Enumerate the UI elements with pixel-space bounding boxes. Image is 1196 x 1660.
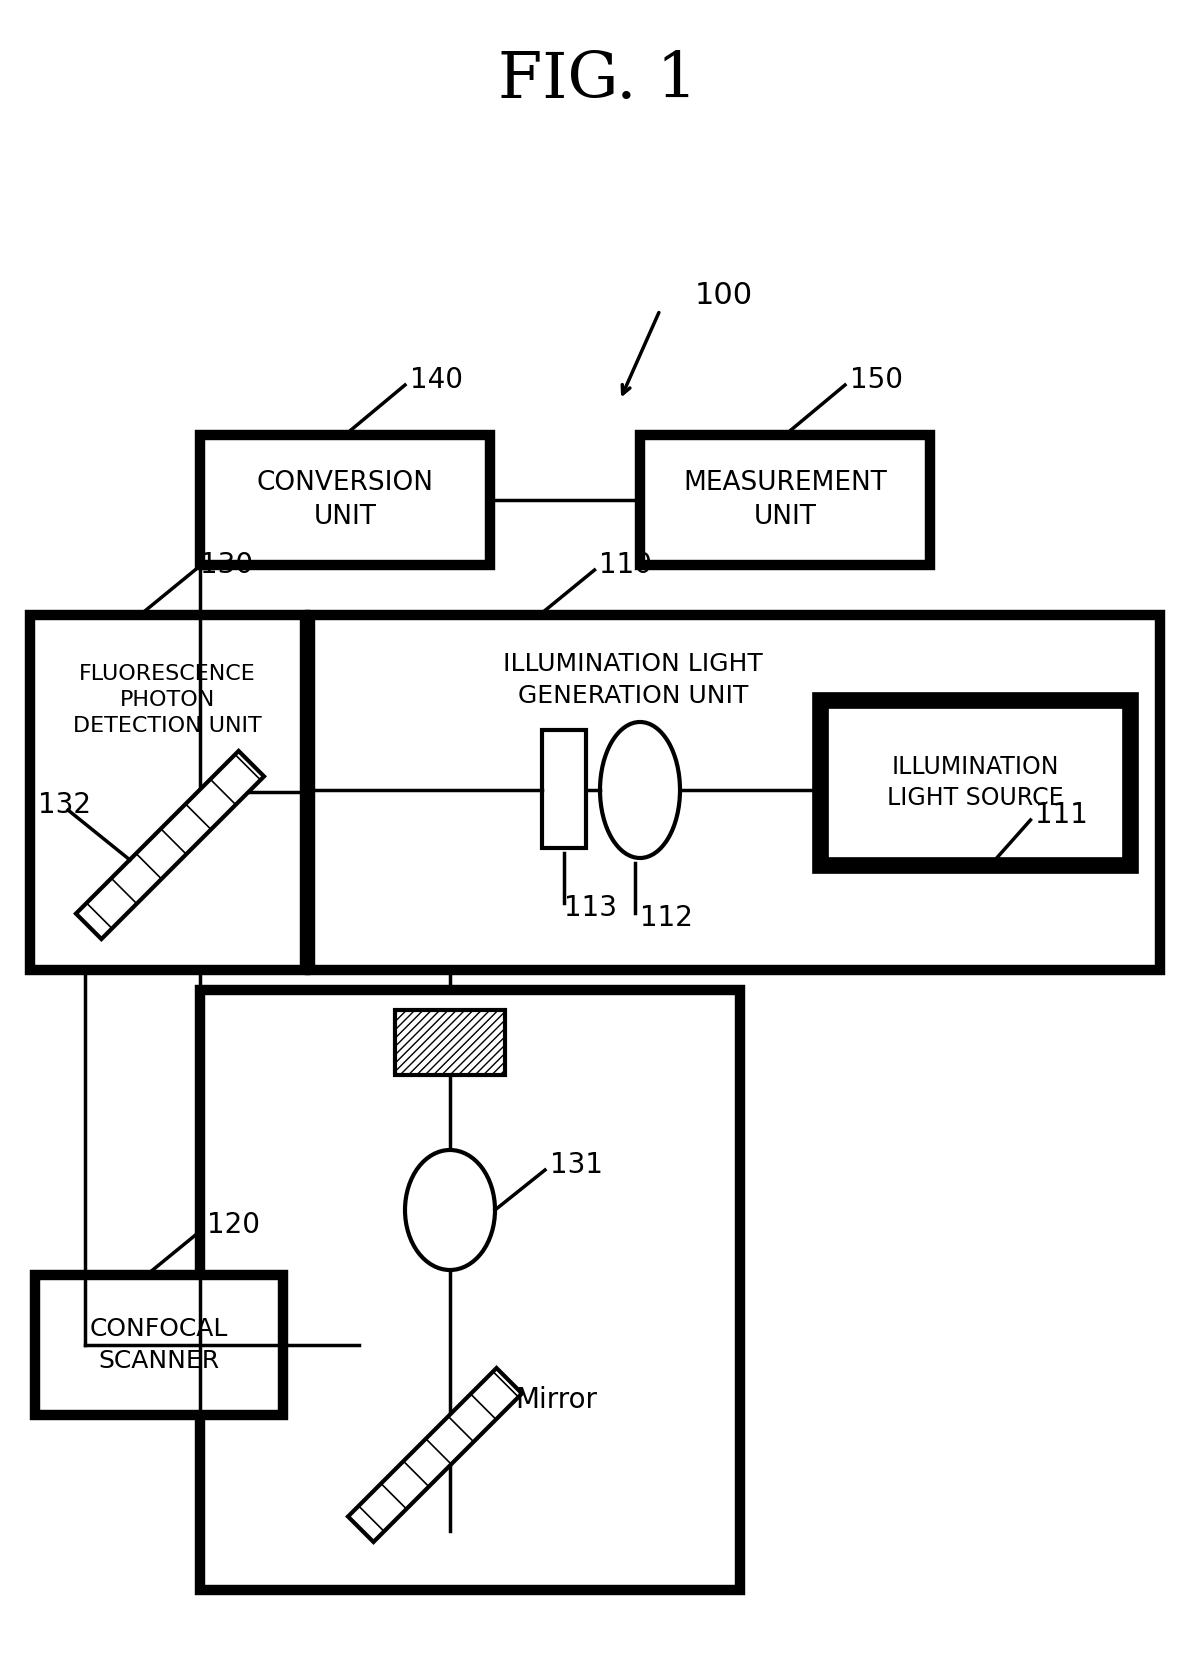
Bar: [200, 989, 740, 1590]
Text: ILLUMINATION LIGHT
GENERATION UNIT: ILLUMINATION LIGHT GENERATION UNIT: [504, 652, 763, 707]
Ellipse shape: [600, 722, 681, 858]
Bar: [542, 730, 586, 848]
Text: FIG. 1: FIG. 1: [499, 50, 697, 111]
Bar: [395, 1009, 505, 1076]
Polygon shape: [348, 1368, 521, 1542]
Text: ILLUMINATION
LIGHT SOURCE: ILLUMINATION LIGHT SOURCE: [886, 755, 1063, 810]
Text: FLUORESCENCE
PHOTON
DETECTION UNIT: FLUORESCENCE PHOTON DETECTION UNIT: [73, 664, 262, 737]
Text: 120: 120: [207, 1212, 260, 1238]
Polygon shape: [77, 750, 264, 940]
Text: CONFOCAL
SCANNER: CONFOCAL SCANNER: [90, 1316, 228, 1373]
Text: Mirror: Mirror: [515, 1386, 597, 1414]
Text: 132: 132: [38, 792, 91, 818]
Text: 113: 113: [565, 895, 617, 921]
Text: 140: 140: [410, 365, 463, 393]
Ellipse shape: [405, 1150, 495, 1270]
Text: 131: 131: [550, 1150, 603, 1179]
Text: 150: 150: [850, 365, 903, 393]
Bar: [310, 614, 1160, 969]
Text: 110: 110: [599, 551, 653, 579]
Text: MEASUREMENT
UNIT: MEASUREMENT UNIT: [683, 470, 887, 530]
Text: CONVERSION
UNIT: CONVERSION UNIT: [256, 470, 433, 530]
Text: 100: 100: [695, 281, 753, 309]
Bar: [200, 435, 490, 564]
Text: 112: 112: [640, 905, 692, 931]
Bar: [35, 1275, 283, 1414]
Text: 111: 111: [1036, 802, 1088, 828]
Text: 130: 130: [200, 551, 254, 579]
Bar: [640, 435, 930, 564]
Bar: [30, 614, 305, 969]
Bar: [817, 697, 1133, 868]
Bar: [820, 701, 1130, 865]
